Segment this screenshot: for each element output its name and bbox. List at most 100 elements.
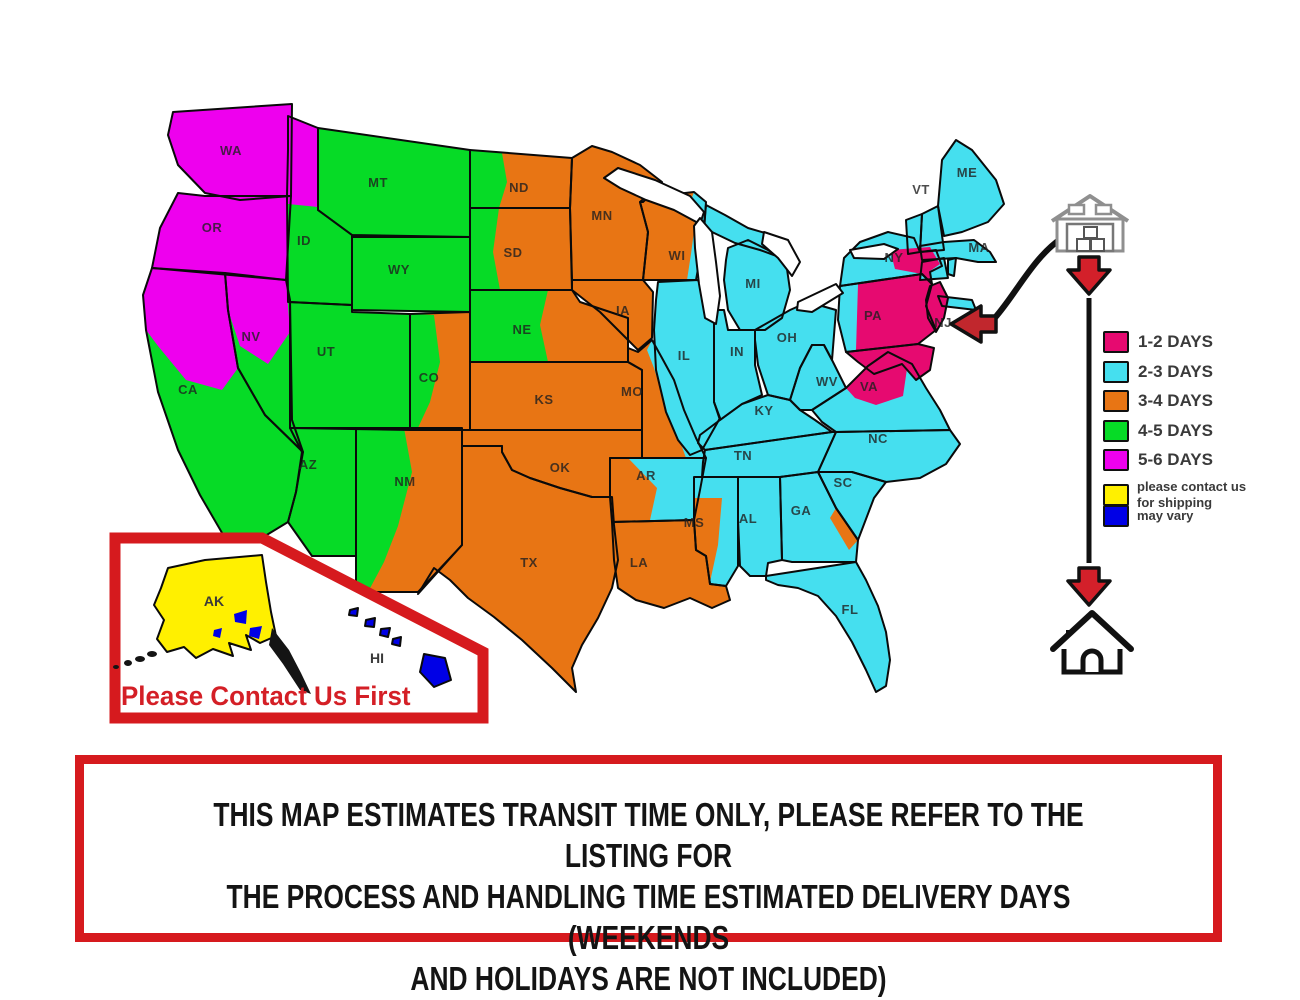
state-KS	[470, 362, 642, 430]
state-label-AL: AL	[739, 511, 757, 526]
state-label-IN: IN	[730, 344, 744, 359]
legend-swatch-1-2-days	[1103, 331, 1129, 353]
state-label-MN: MN	[591, 208, 612, 223]
state-PA	[838, 274, 936, 352]
state-label-VT: VT	[912, 182, 930, 197]
state-labels-layer: WA OR CA NV ID MT WY UT CO AZ NM ND SD NE KS OK TX MN IA MO…	[178, 143, 989, 617]
disclaimer-line-3: AND HOLIDAYS ARE NOT INCLUDED)	[410, 960, 887, 997]
state-label-ME: ME	[957, 165, 978, 180]
state-SC	[818, 472, 886, 540]
state-label-WA: WA	[220, 143, 242, 158]
state-label-AZ: AZ	[299, 457, 317, 472]
state-OK	[462, 430, 642, 497]
state-ID-panhandle-zone	[288, 116, 318, 207]
state-WA	[168, 104, 292, 200]
state-NV-north-zone	[225, 273, 290, 364]
state-HI	[364, 617, 376, 628]
state-VA-north-zone	[846, 352, 908, 405]
state-IA	[572, 280, 653, 350]
state-NM-west-zone	[356, 428, 412, 592]
state-LA	[612, 520, 730, 608]
state-border-MDDE	[845, 343, 935, 381]
disclaimer-line-2: THE PROCESS AND HANDLING TIME ESTIMATED …	[226, 878, 1071, 956]
inset-box: AK HI	[109, 532, 489, 724]
state-label-ID: ID	[297, 233, 311, 248]
legend-label: please contact us for shipping	[1137, 479, 1247, 510]
state-border-FL	[765, 561, 891, 693]
state-label-WV: WV	[816, 374, 838, 389]
state-label-PA: PA	[864, 308, 882, 323]
state-label-MS: MS	[684, 515, 705, 530]
state-GA	[780, 472, 858, 562]
state-MT	[318, 128, 470, 237]
legend-label: 2-3 DAYS	[1138, 362, 1213, 381]
legend-item-4-5-days: 4-5 DAYS	[1103, 420, 1213, 442]
state-label-NM: NM	[394, 474, 415, 489]
left-arrowhead-icon	[949, 304, 998, 344]
state-label-TN: TN	[734, 448, 752, 463]
lake-0	[603, 167, 705, 225]
state-label-KS: KS	[534, 392, 553, 407]
state-border-MI	[723, 239, 791, 331]
state-label-FL: FL	[842, 602, 859, 617]
state-border-MA	[919, 239, 997, 263]
lake-3	[796, 283, 844, 313]
state-MI	[724, 240, 790, 330]
state-label-CO: CO	[419, 370, 440, 385]
state-border-TX	[417, 445, 619, 693]
state-CA-north-zone	[143, 268, 238, 390]
legend-label: 1-2 DAYS	[1138, 332, 1213, 351]
state-label-TX: TX	[520, 555, 538, 570]
state-border-IN	[713, 309, 763, 421]
state-label-NE: NE	[512, 322, 531, 337]
state-NC	[818, 430, 960, 482]
warehouse-icon	[1050, 194, 1130, 253]
legend-swatch-may-vary	[1103, 505, 1129, 527]
alaska-water-patch	[249, 626, 262, 639]
state-SD-west-zone	[470, 208, 500, 290]
state-border-NJ	[925, 281, 949, 333]
state-ND-west-zone	[470, 150, 507, 208]
down-arrow-top-icon	[1066, 255, 1112, 296]
state-TN	[702, 432, 836, 477]
legend-swatch-5-6-days	[1103, 449, 1129, 471]
legend-item-2-3-days: 2-3 DAYS	[1103, 361, 1213, 383]
state-OR	[152, 193, 291, 280]
legend-item-1-2-days: 1-2 DAYS	[1103, 331, 1213, 353]
legend-swatch-contact	[1103, 484, 1129, 506]
state-border-MO	[627, 339, 707, 459]
lake-1	[693, 217, 721, 325]
state-label-MO: MO	[621, 384, 643, 399]
state-label-AK: AK	[204, 593, 224, 609]
state-HI	[419, 653, 452, 688]
state-label-ND: ND	[509, 180, 529, 195]
lake-2	[761, 231, 801, 277]
state-OH	[755, 302, 836, 400]
state-AL	[738, 477, 782, 576]
state-label-HI: HI	[370, 650, 384, 666]
legend-label: 3-4 DAYS	[1138, 391, 1213, 410]
state-border-NH	[919, 205, 945, 253]
state-WY	[352, 237, 470, 312]
legend-item-5-6-days: 5-6 DAYS	[1103, 449, 1213, 471]
state-NE-west-zone	[470, 290, 548, 362]
state-AR-west-zone	[610, 458, 657, 522]
route-layer	[949, 194, 1134, 675]
state-NY-south-zone	[890, 247, 940, 282]
alaska-water-patch	[234, 610, 247, 624]
state-label-CA: CA	[178, 382, 198, 397]
state-border-ME	[937, 139, 1005, 237]
legend-item-may-vary: may vary	[1103, 505, 1249, 527]
state-label-NV: NV	[241, 329, 260, 344]
state-border-VA	[811, 351, 951, 433]
states-layer	[142, 103, 1005, 693]
state-MS-southwest-zone	[694, 498, 722, 582]
alaska-water-patch	[213, 628, 222, 638]
state-AK	[153, 554, 277, 659]
state-FL	[766, 562, 890, 692]
state-label-MA: MA	[968, 240, 989, 255]
state-HI	[391, 636, 402, 647]
state-label-GA: GA	[791, 503, 812, 518]
